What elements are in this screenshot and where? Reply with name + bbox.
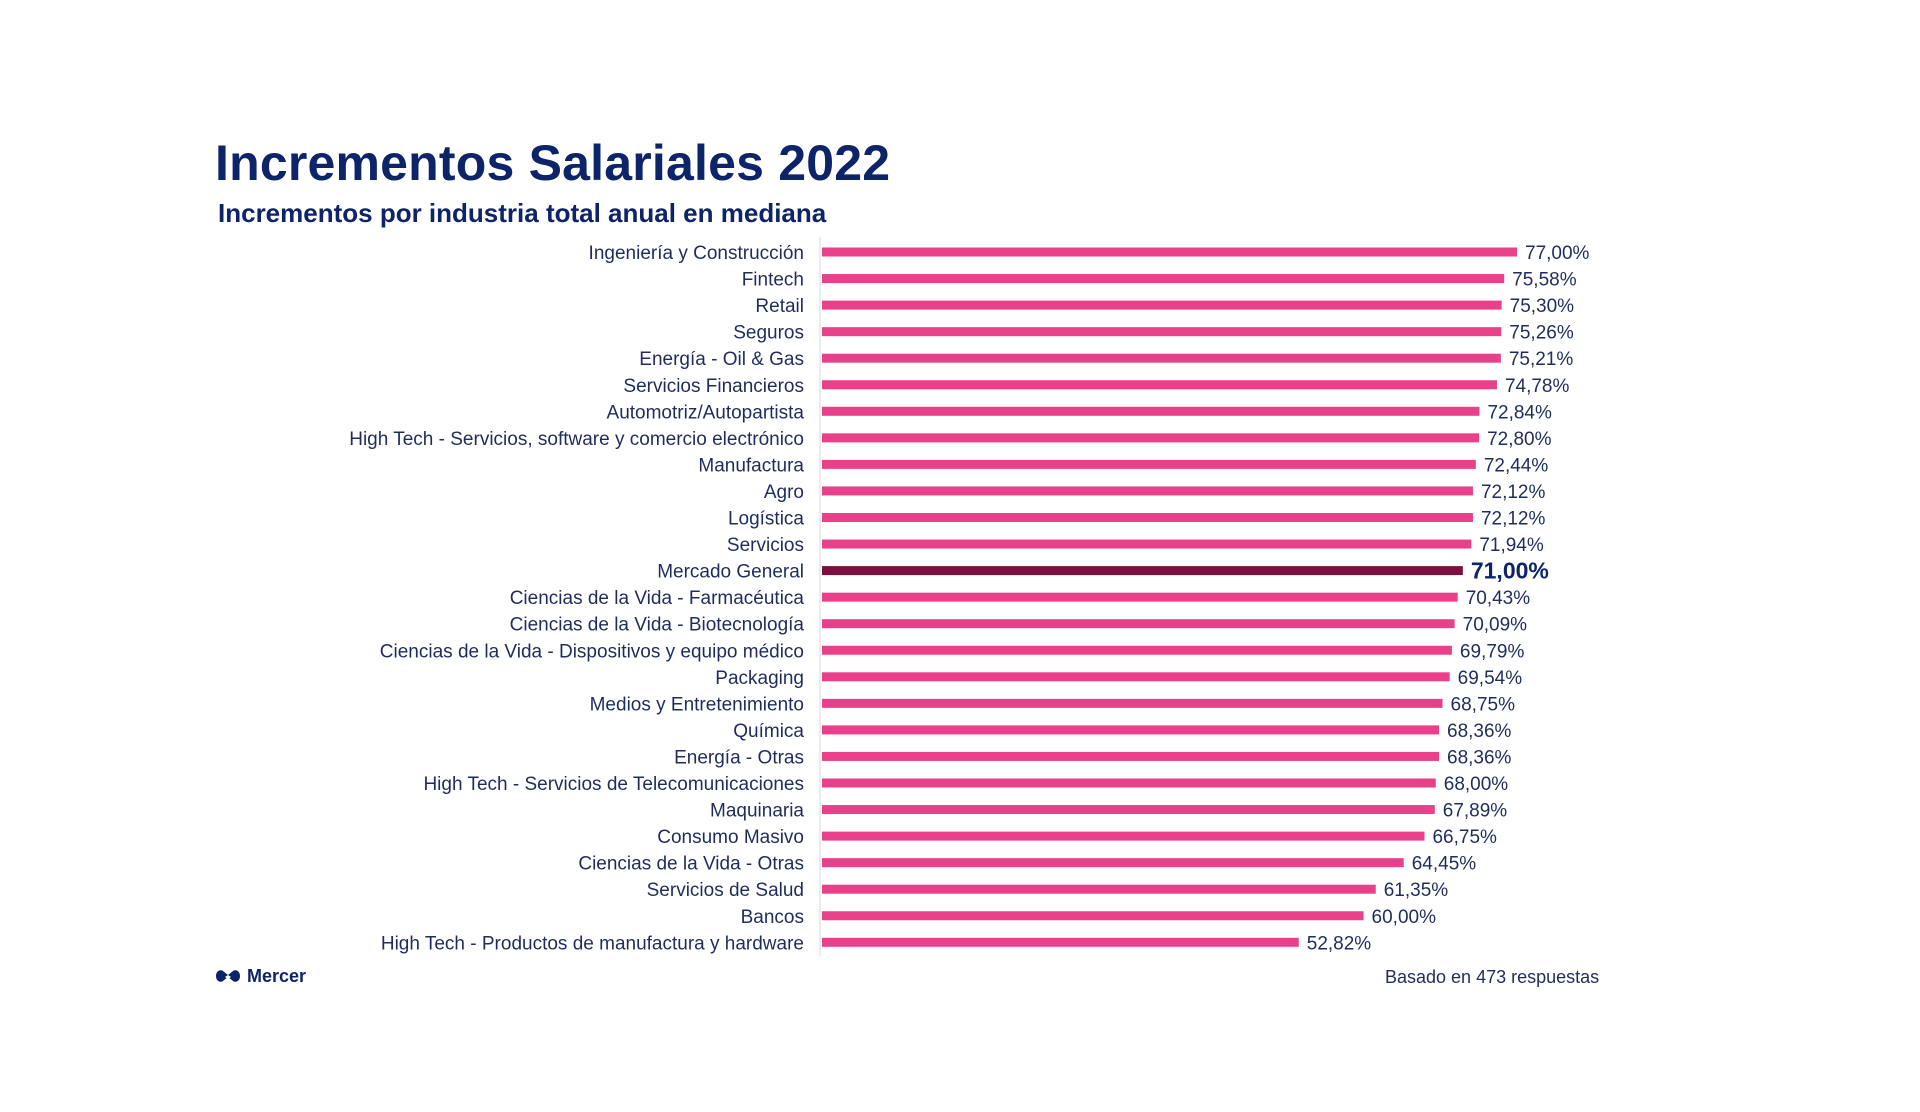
bar xyxy=(822,805,1435,815)
category-label: Bancos xyxy=(741,907,804,928)
category-label: Mercado General xyxy=(657,562,804,583)
bar xyxy=(822,353,1501,363)
category-label: Servicios xyxy=(727,535,804,556)
chart-subtitle: Incrementos por industria total anual en… xyxy=(218,198,827,228)
category-label: Ciencias de la Vida - Biotecnología xyxy=(510,615,805,636)
bar xyxy=(822,831,1425,841)
bar xyxy=(822,406,1480,416)
category-label: Ciencias de la Vida - Otras xyxy=(578,854,804,875)
value-label: 74,78% xyxy=(1505,376,1570,397)
category-label: Agro xyxy=(764,482,804,503)
category-label: High Tech - Productos de manufactura y h… xyxy=(381,933,804,954)
value-label: 66,75% xyxy=(1432,827,1497,848)
mercer-logo-icon xyxy=(216,970,240,982)
responses-footnote: Basado en 473 respuestas xyxy=(1385,967,1600,987)
category-label: Maquinaria xyxy=(710,801,804,822)
value-label: 72,80% xyxy=(1487,429,1552,450)
bar xyxy=(822,619,1455,629)
category-label: Ciencias de la Vida - Farmacéutica xyxy=(510,588,805,609)
value-label: 72,44% xyxy=(1484,455,1549,476)
bar xyxy=(822,300,1502,310)
value-label: 68,36% xyxy=(1447,721,1512,742)
mercer-logo: Mercer xyxy=(214,967,306,985)
category-label: Automotriz/Autopartista xyxy=(607,402,805,423)
category-label: Ingeniería y Construcción xyxy=(589,243,804,264)
value-label: 71,00% xyxy=(1471,558,1549,584)
value-labels: 77,00% 75,58% 75,30% 75,26% 75,21% 74,78% 72,8… xyxy=(1307,243,1590,954)
bar xyxy=(822,672,1450,682)
value-label: 71,94% xyxy=(1479,535,1544,556)
value-label: 70,43% xyxy=(1466,588,1531,609)
category-labels: Ingeniería y Construcción Fintech Retail Se… xyxy=(349,243,804,954)
category-label: Servicios de Salud xyxy=(647,880,804,901)
value-label: 64,45% xyxy=(1412,854,1477,875)
bar xyxy=(822,937,1299,947)
value-label: 75,26% xyxy=(1509,323,1574,344)
value-label: 75,30% xyxy=(1510,296,1575,317)
category-label: Packaging xyxy=(715,668,804,689)
value-label: 69,79% xyxy=(1460,641,1525,662)
bar xyxy=(822,459,1476,469)
bar xyxy=(822,858,1404,868)
category-label: Energía - Otras xyxy=(674,747,804,768)
value-label: 60,00% xyxy=(1372,907,1437,928)
value-label: 75,58% xyxy=(1512,270,1577,291)
bar xyxy=(822,778,1436,788)
category-label: Consumo Masivo xyxy=(657,827,804,848)
bar xyxy=(822,513,1473,522)
chart-title: Incrementos Salariales 2022 xyxy=(215,135,891,191)
value-label: 75,21% xyxy=(1509,349,1574,370)
category-label: High Tech - Servicios, software y comerc… xyxy=(349,429,804,450)
category-label: Seguros xyxy=(733,323,804,344)
value-label: 72,12% xyxy=(1481,509,1546,530)
bar xyxy=(822,911,1364,921)
category-label: Fintech xyxy=(742,270,804,291)
category-label: Manufactura xyxy=(698,455,804,476)
category-label: Medios y Entretenimiento xyxy=(590,694,804,715)
category-label: Logística xyxy=(728,509,804,530)
category-label: Servicios Financieros xyxy=(623,376,804,397)
bar xyxy=(822,274,1505,284)
value-label: 68,00% xyxy=(1444,774,1509,795)
bar xyxy=(822,327,1502,337)
value-label: 69,54% xyxy=(1458,668,1523,689)
value-label: 61,35% xyxy=(1384,880,1449,901)
mercer-logo-text: Mercer xyxy=(247,966,307,986)
bar xyxy=(822,592,1458,602)
value-label: 77,00% xyxy=(1525,243,1590,264)
bar xyxy=(822,433,1480,443)
bar xyxy=(822,725,1440,735)
bar-highlight xyxy=(822,566,1463,576)
bar xyxy=(822,247,1517,257)
bar xyxy=(822,751,1440,761)
value-label: 67,89% xyxy=(1443,801,1508,822)
value-label: 72,84% xyxy=(1487,402,1552,423)
bar xyxy=(822,645,1452,655)
value-label: 70,09% xyxy=(1463,615,1528,636)
category-label: Química xyxy=(733,721,804,742)
bar xyxy=(822,380,1497,390)
value-label: 52,82% xyxy=(1307,933,1372,954)
category-label: Retail xyxy=(755,296,804,317)
bars xyxy=(822,247,1517,947)
bar xyxy=(822,698,1443,708)
category-label: Energía - Oil & Gas xyxy=(639,349,804,370)
value-label: 68,36% xyxy=(1447,747,1512,768)
bar xyxy=(822,539,1472,549)
category-label: High Tech - Servicios de Telecomunicacio… xyxy=(423,774,804,795)
category-label: Ciencias de la Vida - Dispositivos y equ… xyxy=(380,641,804,662)
bar xyxy=(822,884,1376,894)
bar xyxy=(822,486,1473,496)
value-label: 68,75% xyxy=(1451,694,1516,715)
value-label: 72,12% xyxy=(1481,482,1546,503)
